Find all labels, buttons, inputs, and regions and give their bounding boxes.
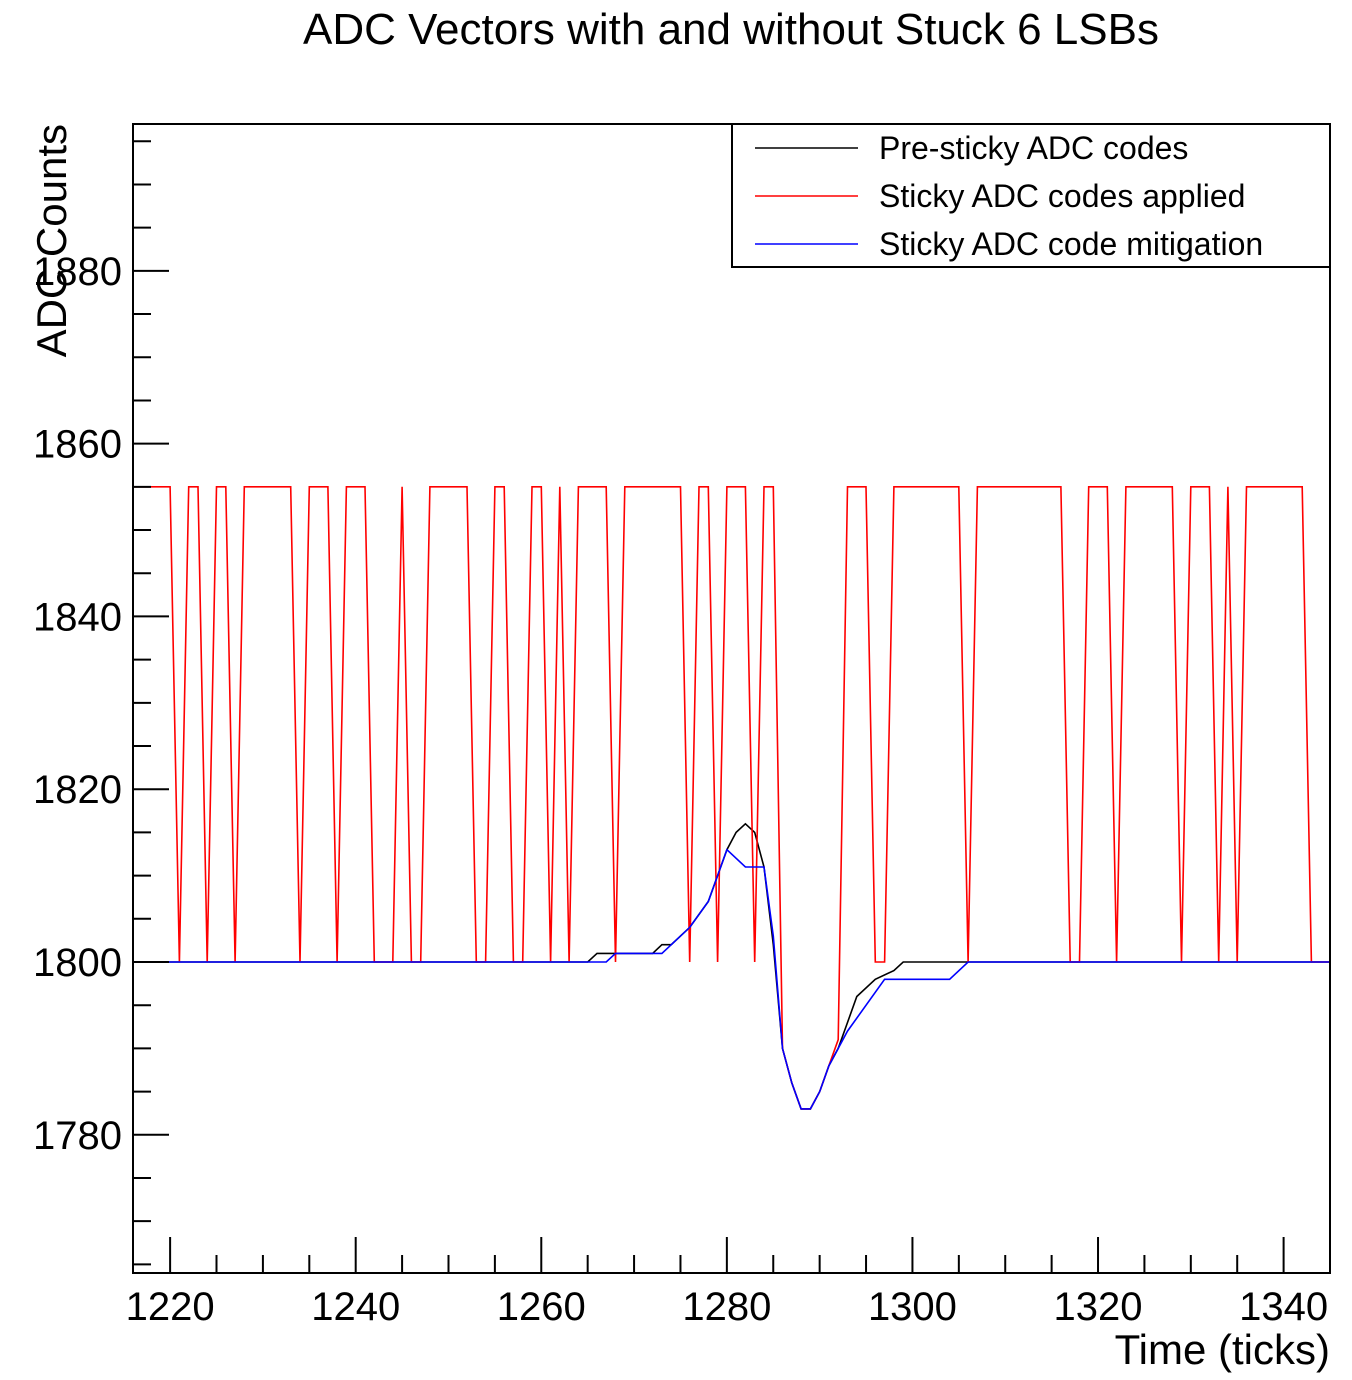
chart-title: ADC Vectors with and without Stuck 6 LSB…	[303, 5, 1159, 54]
x-axis-label: Time (ticks)	[1115, 1326, 1330, 1373]
y-tick-label: 1880	[33, 250, 122, 294]
series-layer	[133, 485, 1330, 1110]
legend-label-1: Sticky ADC codes applied	[879, 178, 1245, 214]
x-tick-label: 1240	[311, 1285, 400, 1329]
plot-frame	[132, 123, 1331, 1274]
x-tick-label: 1320	[1054, 1285, 1143, 1329]
y-tick-label: 1840	[33, 595, 122, 639]
legend-label-0: Pre-sticky ADC codes	[879, 130, 1188, 166]
series-line-2	[133, 848, 1330, 1110]
x-tick-label: 1280	[682, 1285, 771, 1329]
x-tick-label: 1340	[1239, 1285, 1328, 1329]
x-tick-label: 1300	[868, 1285, 957, 1329]
x-axis: 1220 1240 1260 1280 1300 1320 1340	[126, 1237, 1331, 1329]
series-line-0	[133, 822, 1330, 1110]
y-tick-label: 1820	[33, 768, 122, 812]
y-axis: 1780 1800 1820 1840 1860 1880	[33, 140, 169, 1266]
y-tick-label: 1780	[33, 1114, 122, 1158]
legend-label-2: Sticky ADC code mitigation	[879, 226, 1263, 262]
legend: Pre-sticky ADC codes Sticky ADC codes app…	[731, 123, 1331, 268]
y-axis-label: ADC Counts	[28, 124, 75, 357]
y-tick-label: 1860	[33, 423, 122, 467]
y-tick-label: 1800	[33, 941, 122, 985]
x-tick-label: 1220	[126, 1285, 215, 1329]
series-line-1	[133, 485, 1330, 1110]
x-tick-label: 1260	[497, 1285, 586, 1329]
